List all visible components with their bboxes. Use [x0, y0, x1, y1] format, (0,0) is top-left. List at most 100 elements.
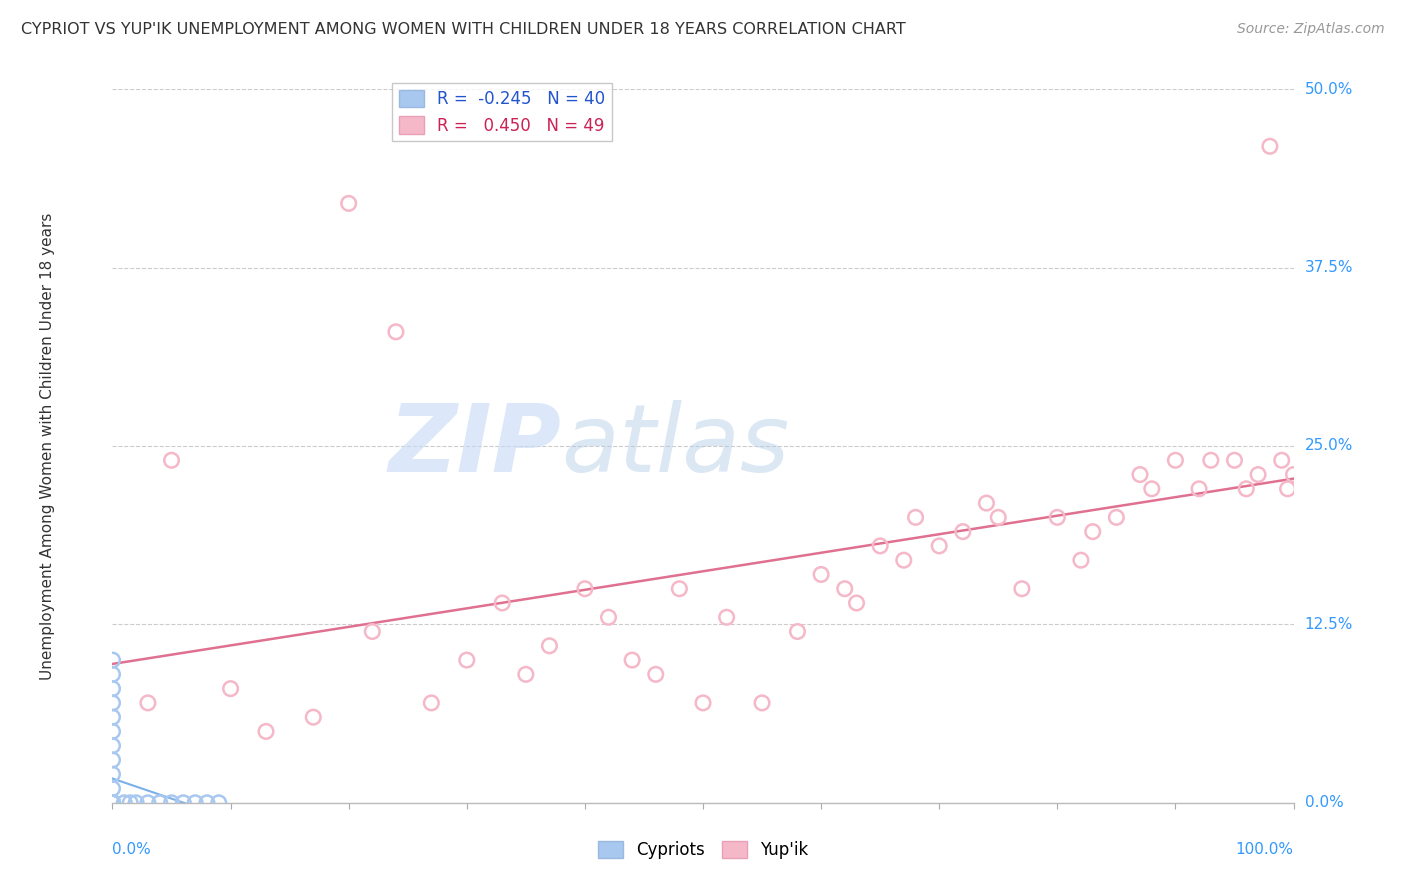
Point: [101, 796, 124, 810]
Point: [101, 796, 124, 810]
Point: [302, 710, 325, 724]
Point: [101, 796, 124, 810]
Point: [149, 796, 172, 810]
Point: [160, 453, 183, 467]
Point: [1011, 582, 1033, 596]
Point: [101, 796, 124, 810]
Point: [385, 325, 408, 339]
Point: [101, 796, 124, 810]
Point: [420, 696, 443, 710]
Point: [101, 767, 124, 781]
Point: [101, 796, 124, 810]
Point: [101, 653, 124, 667]
Point: [101, 796, 124, 810]
Point: [101, 796, 124, 810]
Text: 100.0%: 100.0%: [1236, 842, 1294, 856]
Point: [1046, 510, 1069, 524]
Point: [101, 696, 124, 710]
Point: [101, 796, 124, 810]
Point: [1081, 524, 1104, 539]
Text: 12.5%: 12.5%: [1305, 617, 1353, 632]
Point: [101, 796, 124, 810]
Point: [219, 681, 242, 696]
Point: [101, 681, 124, 696]
Point: [1105, 510, 1128, 524]
Point: [456, 653, 478, 667]
Text: 37.5%: 37.5%: [1305, 260, 1353, 275]
Point: [1188, 482, 1211, 496]
Point: [904, 510, 927, 524]
Point: [598, 610, 620, 624]
Point: [195, 796, 218, 810]
Point: [751, 696, 773, 710]
Point: [1271, 453, 1294, 467]
Point: [834, 582, 856, 596]
Point: [101, 781, 124, 796]
Point: [1247, 467, 1270, 482]
Point: [952, 524, 974, 539]
Text: CYPRIOT VS YUP'IK UNEMPLOYMENT AMONG WOMEN WITH CHILDREN UNDER 18 YEARS CORRELAT: CYPRIOT VS YUP'IK UNEMPLOYMENT AMONG WOM…: [21, 22, 905, 37]
Point: [208, 796, 231, 810]
Point: [987, 510, 1010, 524]
Point: [101, 667, 124, 681]
Text: 25.0%: 25.0%: [1305, 439, 1353, 453]
Point: [1234, 482, 1257, 496]
Point: [1129, 467, 1152, 482]
Point: [120, 796, 142, 810]
Point: [1140, 482, 1163, 496]
Point: [515, 667, 537, 681]
Point: [101, 796, 124, 810]
Point: [101, 724, 124, 739]
Text: Source: ZipAtlas.com: Source: ZipAtlas.com: [1237, 22, 1385, 37]
Point: [101, 796, 124, 810]
Point: [491, 596, 513, 610]
Point: [101, 796, 124, 810]
Point: [101, 796, 124, 810]
Point: [1164, 453, 1187, 467]
Point: [692, 696, 714, 710]
Point: [184, 796, 207, 810]
Point: [160, 796, 183, 810]
Text: 50.0%: 50.0%: [1305, 82, 1353, 96]
Point: [254, 724, 277, 739]
Point: [136, 796, 159, 810]
Point: [101, 796, 124, 810]
Legend: Cypriots, Yup'ik: Cypriots, Yup'ik: [591, 834, 815, 866]
Point: [101, 796, 124, 810]
Point: [786, 624, 808, 639]
Point: [716, 610, 738, 624]
Point: [112, 796, 135, 810]
Text: ZIP: ZIP: [388, 400, 561, 492]
Point: [125, 796, 148, 810]
Point: [976, 496, 998, 510]
Point: [337, 196, 360, 211]
Point: [928, 539, 950, 553]
Point: [1199, 453, 1222, 467]
Point: [101, 796, 124, 810]
Text: atlas: atlas: [561, 401, 790, 491]
Point: [621, 653, 644, 667]
Point: [1277, 482, 1299, 496]
Point: [361, 624, 384, 639]
Point: [136, 696, 159, 710]
Point: [101, 739, 124, 753]
Point: [668, 582, 690, 596]
Point: [1258, 139, 1281, 153]
Point: [101, 796, 124, 810]
Point: [538, 639, 561, 653]
Point: [1223, 453, 1246, 467]
Point: [893, 553, 915, 567]
Point: [810, 567, 832, 582]
Point: [101, 753, 124, 767]
Point: [172, 796, 194, 810]
Point: [101, 796, 124, 810]
Point: [1070, 553, 1092, 567]
Point: [869, 539, 891, 553]
Text: 0.0%: 0.0%: [112, 842, 152, 856]
Point: [101, 710, 124, 724]
Text: Unemployment Among Women with Children Under 18 years: Unemployment Among Women with Children U…: [39, 212, 55, 680]
Text: 0.0%: 0.0%: [1305, 796, 1343, 810]
Point: [845, 596, 868, 610]
Point: [1282, 467, 1305, 482]
Point: [101, 796, 124, 810]
